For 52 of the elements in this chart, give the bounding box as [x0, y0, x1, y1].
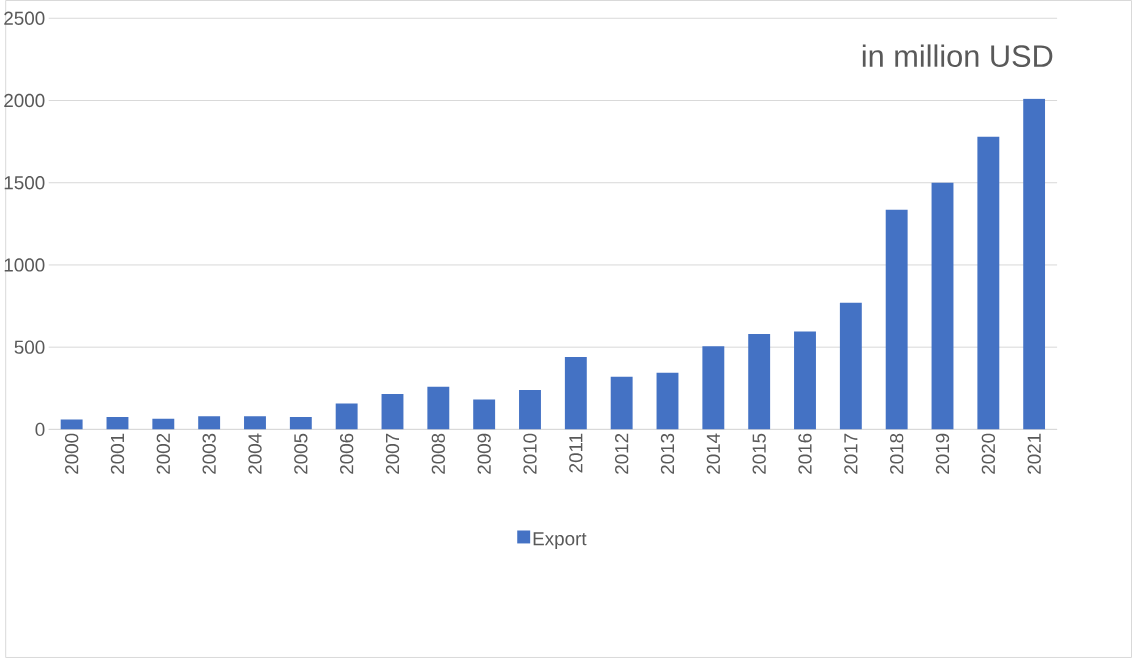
- x-tick-label: 2017: [844, 433, 858, 474]
- x-tick-label: 2013: [660, 433, 675, 474]
- bar: [244, 416, 266, 430]
- text: in million USD: [862, 44, 1053, 67]
- y-tick-label: 2000: [4, 93, 45, 108]
- bar: [198, 416, 221, 430]
- x-tick-label: 2018: [890, 433, 904, 474]
- x-tick-label: 2003: [202, 433, 216, 474]
- bar: [60, 419, 83, 430]
- x-tick-label: 2009: [477, 433, 491, 474]
- x-tick-label: 2020: [981, 433, 996, 474]
- bar: [473, 399, 496, 430]
- x-tick-label: 2004: [248, 433, 262, 474]
- y-tick-label: 2500: [4, 11, 45, 25]
- x-tick-label: 2002: [156, 433, 170, 474]
- x-tick-label: 2021: [1027, 433, 1041, 474]
- bar: [106, 417, 129, 430]
- legend-label: Export: [533, 532, 587, 550]
- bar: [519, 389, 541, 430]
- bar: [1023, 98, 1046, 430]
- x-tick-label: 2012: [614, 433, 629, 474]
- x-tick-label: 2016: [798, 433, 812, 474]
- bar: [931, 182, 954, 430]
- bar: [152, 418, 175, 430]
- bar: [977, 136, 1000, 430]
- x-tick-label: 2008: [431, 433, 445, 474]
- y-tick-label: 500: [14, 340, 45, 354]
- bar: [656, 372, 679, 430]
- bar: [381, 394, 404, 430]
- bar: [427, 386, 450, 430]
- bar: [610, 376, 633, 430]
- x-tick-label: 2015: [752, 433, 766, 474]
- x-tick-label: 2007: [385, 433, 400, 474]
- x-tick-label: 2011: [569, 433, 583, 473]
- bar: [885, 209, 908, 430]
- bar: [289, 417, 312, 430]
- bar: [794, 331, 816, 430]
- x-tick-label: 2014: [706, 433, 721, 474]
- y-tick-label: 1000: [4, 258, 45, 272]
- y-tick-label: 1500: [4, 176, 45, 190]
- x-tick-label: 2001: [110, 433, 125, 474]
- x-tick-label: 2019: [935, 433, 950, 474]
- y-tick-label: 0: [35, 422, 45, 437]
- bar: [748, 334, 771, 430]
- bar: [564, 357, 587, 430]
- x-tick-label: 2006: [339, 433, 354, 474]
- x-tick-label: 2000: [64, 433, 79, 474]
- bar: [335, 403, 358, 430]
- bar: [839, 302, 862, 430]
- x-tick-label: 2010: [523, 433, 537, 474]
- bar: [702, 346, 725, 430]
- x-tick-label: 2005: [294, 433, 308, 474]
